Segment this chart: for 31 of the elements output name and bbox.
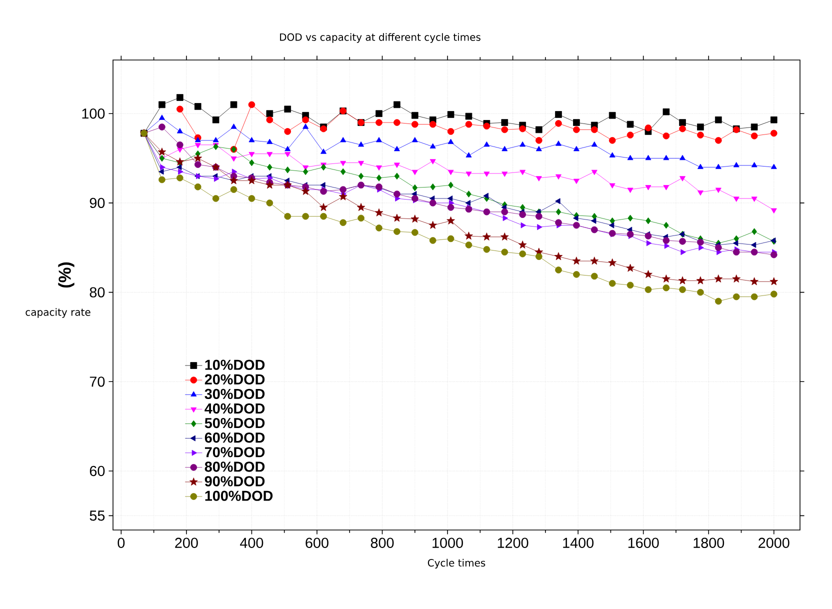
text: capacity rate bbox=[26, 308, 90, 318]
legend-label: 30%DOD bbox=[204, 388, 265, 400]
x-tick-label: 400 bbox=[240, 538, 264, 548]
x-tick-label: 800 bbox=[370, 538, 394, 548]
x-tick-label: 1800 bbox=[694, 538, 724, 548]
x-tick-label: 600 bbox=[306, 538, 328, 548]
legend-label: 100%DOD bbox=[205, 490, 273, 501]
x-tick-label: 1400 bbox=[563, 538, 594, 548]
y-axis-title: (%) bbox=[58, 262, 74, 288]
x-axis-title: Cycle times bbox=[428, 558, 486, 569]
chart-title: DOD vs capacity at different cycle times bbox=[280, 33, 480, 43]
y-tick-label: 100 bbox=[82, 108, 105, 119]
legend-label: 40%DOD bbox=[204, 403, 265, 414]
y-tick-label: 60 bbox=[90, 466, 105, 476]
x-tick-label: 200 bbox=[175, 538, 198, 548]
x-tick-label: 2000 bbox=[758, 538, 790, 548]
legend-label: 70%DOD bbox=[204, 447, 265, 458]
x-tick-label: 1200 bbox=[498, 538, 528, 548]
x-tick-label: 1600 bbox=[628, 538, 659, 548]
legend-label: 20%DOD bbox=[204, 374, 265, 384]
y-tick-label: 55 bbox=[90, 510, 105, 521]
y-tick-label: 70 bbox=[90, 376, 105, 387]
x-tick-label: 1000 bbox=[432, 538, 463, 548]
x-tick-label: 0 bbox=[118, 538, 125, 548]
legend-label: 60%DOD bbox=[204, 432, 265, 443]
legend-label: 80%DOD bbox=[204, 462, 265, 472]
legend-label: 10%DOD bbox=[205, 360, 265, 370]
y-tick-label: 80 bbox=[90, 287, 105, 298]
y-tick-label: 90 bbox=[90, 198, 105, 208]
legend-label: 90%DOD bbox=[204, 476, 265, 486]
legend-label: 50%DOD bbox=[204, 418, 265, 428]
